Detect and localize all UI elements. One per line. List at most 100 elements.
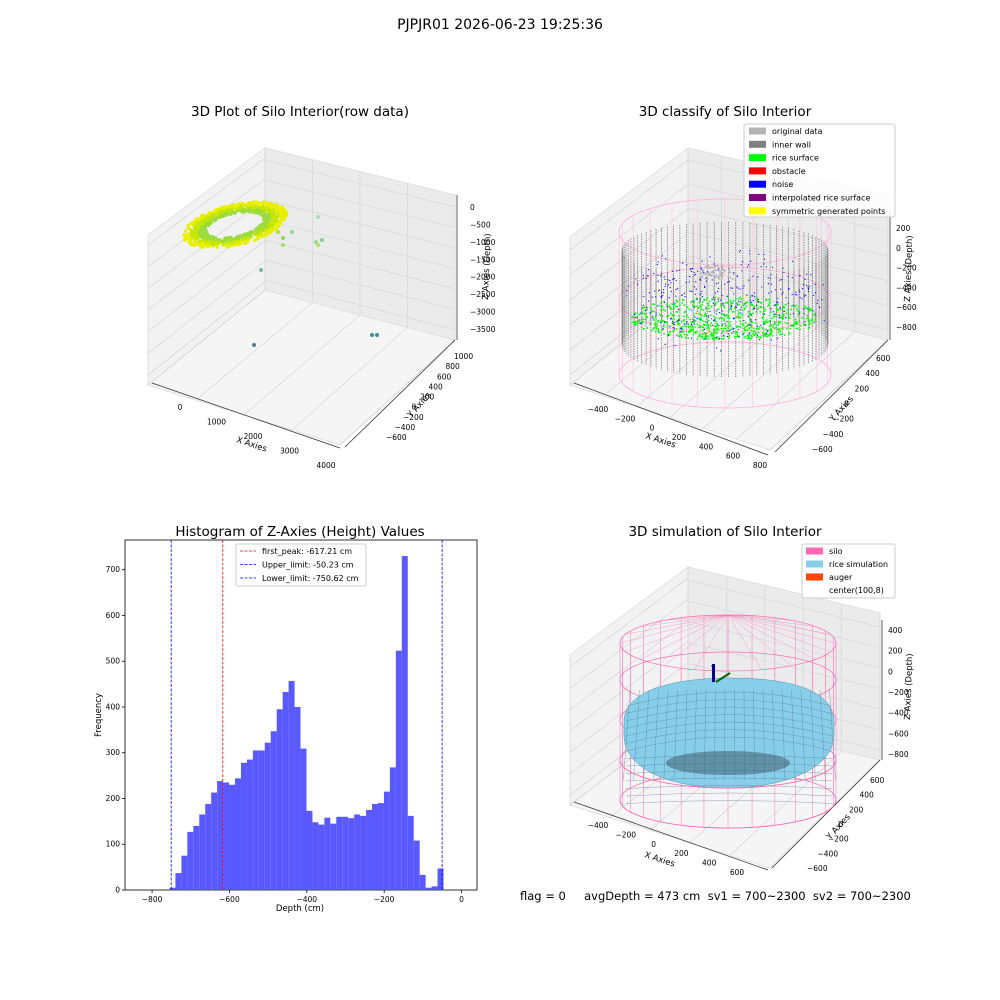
p2-rice-point [806,317,809,320]
p2-noise-point [765,332,768,334]
p2-noise-point [821,299,823,301]
p1-point [279,217,284,221]
p2-noise-point [757,299,759,301]
p1-outlier-10 [370,333,374,337]
p1-z-tick-4: −2000 [470,273,496,282]
p2-rice-point [662,325,665,328]
p2-noise-point [684,296,686,298]
p2-noise-point [777,297,779,299]
p2-noise-point [647,275,649,277]
p2-noise-point [727,333,729,335]
p1-point [191,221,195,225]
p1-point [252,203,256,207]
p2-rice-point [736,302,739,305]
p2-noise-point [672,278,674,280]
p2-rice-point [739,316,742,318]
p2-noise-point [814,292,817,294]
hist-bar-2 [181,855,188,890]
p2-rice-point [700,308,703,311]
p2-original-point [706,267,709,270]
p1-point [199,225,203,229]
p2-rice-point [715,317,717,319]
p2-noise-point [670,282,672,284]
p2-noise-point [670,291,672,293]
p4-y-tick-2: −200 [828,835,849,844]
p2-rice-point [767,303,770,306]
p2-left-grid-h-1 [569,184,689,276]
p2-noise-point [816,302,819,304]
p2-rice-point [635,316,638,319]
p4-y-tick-4: 200 [849,805,864,814]
p2-rice-point [755,297,758,300]
p2-rice-point [767,305,769,307]
p2-noise-point [757,276,759,278]
p2-rice-point [659,313,661,316]
p2-noise-point [753,295,756,297]
p1-point [242,238,246,242]
p2-noise-point [812,310,814,312]
p2-rice-point [664,309,667,312]
p1-y-tick-6: 600 [437,372,452,381]
p2-rice-point [725,324,728,327]
p1-left-grid-h-5 [147,261,266,354]
panel4-zlabel: Z Axies (Depth) [903,653,915,720]
p2-rice-point [715,332,717,335]
p2-rice-point [712,331,715,334]
p2-rice-point [706,310,709,313]
p2-rice-point [750,329,753,332]
p4-rice-mesh-v-17 [791,689,796,781]
p2-rice-point [749,302,752,305]
p2-noise-point [669,318,672,320]
p2-rice-point [652,328,655,330]
p2-rice-point [701,303,703,306]
p2-noise-point [715,336,717,338]
p2-rice-point [799,328,802,331]
p4-rice-mesh-h-3 [625,714,833,729]
p2-noise-point [716,313,718,315]
p1-point [281,208,285,212]
p2-noise-point [633,314,636,316]
p2-noise-point [763,313,765,315]
p2-noise-point [663,276,665,278]
p2-noise-point [664,285,666,288]
p2-rice-point [686,314,688,317]
p2-rice-point [646,316,649,319]
hist-legend: first_peak: -617.21 cm Upper_limit: -50.2… [235,543,367,587]
p2-rice-point [708,300,711,303]
p2-noise-point [661,255,663,257]
p2-noise-point [748,333,750,335]
p2-rice-point [668,305,671,308]
p2-noise-point [681,294,683,296]
p1-x-tick-0: 0 [178,403,183,412]
p2-rice-point [795,323,798,326]
p2-rice-point [746,328,749,331]
p2-rice-point [811,319,813,322]
p2-rice-point [703,315,706,318]
p1-point [261,233,265,237]
p2-noise-point [701,290,703,292]
p2-noise-point [795,291,797,293]
p1-left-grid-h-6 [147,281,266,376]
p2-noise-point [699,300,701,302]
p2-rice-point [815,319,817,322]
hist-bar-38 [395,650,402,890]
p2-rice-point [708,337,711,340]
p4-legend-label-3: center(100,8) [829,586,884,595]
p2-z-tick-5: −800 [896,323,917,332]
p2-noise-point [711,298,713,300]
hist-bar-22 [300,748,307,890]
p2-noise-point [733,331,735,333]
p2-rice-point [721,331,724,334]
p2-noise-point [639,312,641,314]
p2-noise-point [646,306,648,308]
p2-noise-point [779,307,781,310]
p2-rice-point [763,307,765,309]
hist-ytick-label-1: 100 [106,840,121,849]
p2-noise-point [674,344,676,347]
p2-rice-point [758,326,761,328]
p2-noise-point [780,288,782,290]
p2-noise-point [717,282,720,284]
p2-floor-grid-a-2 [636,306,755,407]
p2-rice-point [679,333,682,336]
p2-x-tick-3: 200 [672,433,687,442]
